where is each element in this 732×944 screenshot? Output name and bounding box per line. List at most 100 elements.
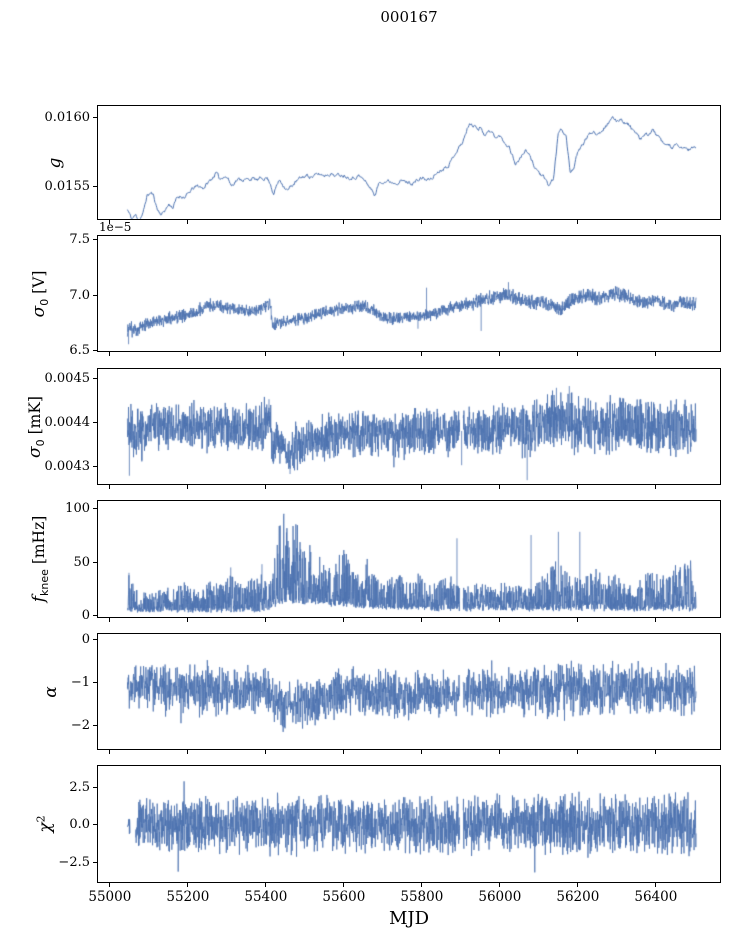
y-axis-symbol: σ: [28, 305, 49, 317]
y-tick-mark: [93, 681, 97, 683]
x-tick-mark: [109, 618, 111, 622]
x-tick-mark: [265, 220, 267, 224]
y-tick-mark: [93, 615, 97, 617]
y-tick-mark: [93, 377, 97, 379]
x-tick-label: 56200: [556, 889, 600, 905]
y-axis-symbol: α: [41, 685, 61, 698]
y-axis-label-sigma0-V: σ0 [V]: [28, 270, 52, 317]
x-tick-mark: [421, 883, 423, 887]
axis-offset-label: 1e−5: [99, 220, 132, 234]
y-tick-label: 0.0155: [44, 178, 91, 194]
y-tick-label: −2.5: [58, 854, 90, 870]
x-tick-label: 55400: [244, 889, 288, 905]
x-tick-label: 56000: [478, 889, 522, 905]
x-tick-label: 56400: [634, 889, 678, 905]
y-tick-mark: [93, 638, 97, 640]
y-tick-label: 0.0160: [44, 109, 91, 125]
y-tick-mark: [93, 507, 97, 509]
x-tick-mark: [577, 750, 579, 754]
x-tick-label: 55000: [88, 889, 132, 905]
x-tick-mark: [343, 883, 345, 887]
y-axis-symbol: g: [45, 157, 65, 168]
x-tick-mark: [655, 485, 657, 489]
plot-frame-sigma0-mK: [97, 368, 721, 485]
y-tick-label: −1: [70, 674, 90, 690]
y-axis-label-chi2: χ2: [34, 815, 56, 833]
x-tick-label: 55600: [322, 889, 366, 905]
x-tick-mark: [343, 618, 345, 622]
y-tick-label: 7.0: [69, 287, 90, 303]
x-tick-mark: [265, 883, 267, 887]
y-tick-mark: [93, 786, 97, 788]
y-tick-label: 6.5: [69, 343, 90, 359]
y-tick-mark: [93, 561, 97, 563]
x-tick-mark: [343, 485, 345, 489]
x-tick-mark: [499, 618, 501, 622]
y-axis-label-sigma0-mK: σ0 [mK]: [24, 395, 48, 458]
x-tick-mark: [109, 352, 111, 356]
y-tick-label: 0.0044: [44, 414, 91, 430]
y-tick-mark: [93, 239, 97, 241]
plot-frame-sigma0-V: [97, 235, 721, 352]
y-tick-mark: [93, 185, 97, 187]
y-tick-mark: [93, 861, 97, 863]
y-tick-mark: [93, 294, 97, 296]
x-tick-mark: [577, 883, 579, 887]
x-tick-mark: [421, 485, 423, 489]
x-tick-mark: [499, 220, 501, 224]
x-tick-mark: [655, 883, 657, 887]
x-tick-mark: [187, 618, 189, 622]
plot-frame-alpha: [97, 633, 721, 750]
x-tick-mark: [187, 485, 189, 489]
x-tick-mark: [577, 352, 579, 356]
y-tick-mark: [93, 724, 97, 726]
y-tick-label: 0: [81, 608, 90, 624]
x-tick-mark: [109, 750, 111, 754]
plot-frame-g: [97, 105, 721, 220]
x-tick-mark: [109, 883, 111, 887]
x-tick-mark: [187, 352, 189, 356]
y-tick-mark: [93, 350, 97, 352]
x-tick-mark: [343, 352, 345, 356]
y-tick-label: 0.0: [69, 817, 90, 833]
x-tick-label: 55200: [166, 889, 210, 905]
x-tick-mark: [499, 485, 501, 489]
y-tick-label: 100: [65, 500, 90, 516]
plot-frame-fknee: [97, 500, 721, 618]
x-tick-mark: [109, 220, 111, 224]
x-axis-label: MJD: [388, 908, 430, 929]
x-tick-mark: [343, 750, 345, 754]
x-tick-mark: [421, 618, 423, 622]
x-tick-mark: [577, 220, 579, 224]
x-tick-mark: [265, 485, 267, 489]
x-tick-mark: [655, 618, 657, 622]
x-tick-mark: [187, 750, 189, 754]
x-tick-mark: [187, 220, 189, 224]
x-tick-mark: [265, 352, 267, 356]
y-tick-mark: [93, 421, 97, 423]
y-tick-label: 50: [73, 554, 90, 570]
plot-frame-chi2: [97, 765, 721, 883]
y-tick-label: 0.0043: [44, 458, 91, 474]
x-tick-mark: [577, 618, 579, 622]
x-tick-mark: [499, 750, 501, 754]
y-tick-mark: [93, 824, 97, 826]
x-tick-mark: [265, 750, 267, 754]
y-tick-label: 0: [81, 631, 90, 647]
x-tick-mark: [421, 352, 423, 356]
y-axis-symbol: σ: [24, 445, 45, 458]
y-tick-label: 7.5: [69, 232, 90, 248]
x-tick-label: 55800: [400, 889, 444, 905]
x-tick-mark: [499, 883, 501, 887]
x-tick-mark: [655, 220, 657, 224]
x-tick-mark: [499, 352, 501, 356]
x-tick-mark: [577, 485, 579, 489]
x-tick-mark: [421, 220, 423, 224]
y-tick-mark: [93, 116, 97, 118]
y-axis-label-fknee: fknee [mHz]: [28, 515, 52, 603]
y-axis-symbol: f: [28, 596, 49, 603]
y-tick-mark: [93, 465, 97, 467]
x-tick-mark: [265, 618, 267, 622]
